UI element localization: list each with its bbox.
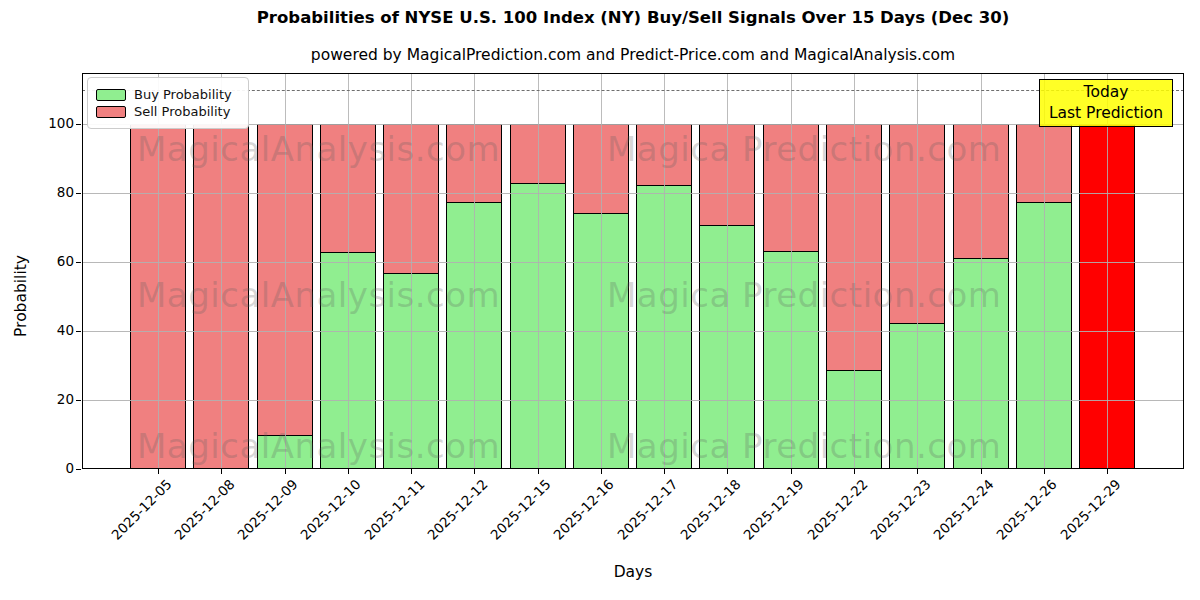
x-tick-label: 2025-12-05 [108, 476, 175, 543]
x-tick-mark [1107, 469, 1108, 474]
today-annotation-box: Today Last Prediction [1039, 79, 1173, 127]
y-gridline [82, 400, 1184, 401]
x-gridline [981, 73, 982, 469]
x-gridline [221, 73, 222, 469]
x-tick-label: 2025-12-11 [361, 476, 428, 543]
y-gridline [82, 331, 1184, 332]
y-axis-label: Probability [12, 96, 32, 496]
legend-item-sell: Sell Probability [96, 104, 238, 119]
chart-subtitle: powered by MagicalPrediction.com and Pre… [66, 46, 1200, 64]
x-gridline [285, 73, 286, 469]
x-tick-mark [348, 469, 349, 474]
x-tick-label: 2025-12-26 [993, 476, 1060, 543]
x-tick-mark [727, 469, 728, 474]
x-tick-label: 2025-12-22 [803, 476, 870, 543]
x-tick-label: 2025-12-16 [550, 476, 617, 543]
x-tick-label: 2025-12-18 [677, 476, 744, 543]
x-gridline [1107, 73, 1108, 469]
x-gridline [158, 73, 159, 469]
x-tick-mark [601, 469, 602, 474]
x-tick-mark [664, 469, 665, 474]
x-tick-label: 2025-12-08 [171, 476, 238, 543]
y-gridline [82, 193, 1184, 194]
x-tick-mark [917, 469, 918, 474]
chart-title: Probabilities of NYSE U.S. 100 Index (NY… [66, 8, 1200, 27]
x-gridline [538, 73, 539, 469]
legend-swatch-buy [96, 89, 126, 101]
x-tick-label: 2025-12-10 [297, 476, 364, 543]
x-gridline [474, 73, 475, 469]
y-tick-label: 60 [28, 253, 74, 269]
chart-figure: Probabilities of NYSE U.S. 100 Index (NY… [0, 0, 1200, 600]
x-gridline [664, 73, 665, 469]
x-tick-mark [1044, 469, 1045, 474]
x-tick-mark [285, 469, 286, 474]
x-tick-mark [791, 469, 792, 474]
y-tick-label: 40 [28, 322, 74, 338]
y-tick-mark [76, 331, 81, 332]
x-tick-mark [158, 469, 159, 474]
y-tick-mark [76, 193, 81, 194]
plot-area [82, 73, 1184, 469]
legend-item-buy: Buy Probability [96, 87, 238, 102]
x-tick-mark [538, 469, 539, 474]
x-gridline [917, 73, 918, 469]
y-tick-mark [76, 262, 81, 263]
legend-label-sell: Sell Probability [134, 104, 230, 119]
y-tick-mark [76, 124, 81, 125]
x-tick-label: 2025-12-15 [487, 476, 554, 543]
x-gridline [601, 73, 602, 469]
x-gridline [1044, 73, 1045, 469]
legend: Buy Probability Sell Probability [87, 77, 249, 129]
x-tick-label: 2025-12-09 [234, 476, 301, 543]
x-gridline [854, 73, 855, 469]
x-axis-label: Days [82, 563, 1184, 581]
x-tick-mark [411, 469, 412, 474]
x-tick-label: 2025-12-17 [614, 476, 681, 543]
x-tick-mark [854, 469, 855, 474]
y-tick-mark [76, 469, 81, 470]
annotation-line-last-prediction: Last Prediction [1044, 103, 1168, 124]
y-tick-label: 0 [28, 460, 74, 476]
x-tick-mark [221, 469, 222, 474]
x-tick-label: 2025-12-24 [930, 476, 997, 543]
x-tick-label: 2025-12-29 [1057, 476, 1124, 543]
annotation-line-today: Today [1044, 82, 1168, 103]
x-gridline [791, 73, 792, 469]
x-tick-mark [474, 469, 475, 474]
x-tick-mark [981, 469, 982, 474]
x-tick-label: 2025-12-19 [740, 476, 807, 543]
y-tick-label: 100 [28, 115, 74, 131]
legend-swatch-sell [96, 106, 126, 118]
legend-label-buy: Buy Probability [134, 87, 232, 102]
y-tick-mark [76, 400, 81, 401]
x-tick-label: 2025-12-23 [867, 476, 934, 543]
y-tick-label: 20 [28, 391, 74, 407]
x-tick-label: 2025-12-12 [424, 476, 491, 543]
x-gridline [411, 73, 412, 469]
y-gridline [82, 262, 1184, 263]
x-gridline [348, 73, 349, 469]
y-tick-label: 80 [28, 184, 74, 200]
x-gridline [727, 73, 728, 469]
